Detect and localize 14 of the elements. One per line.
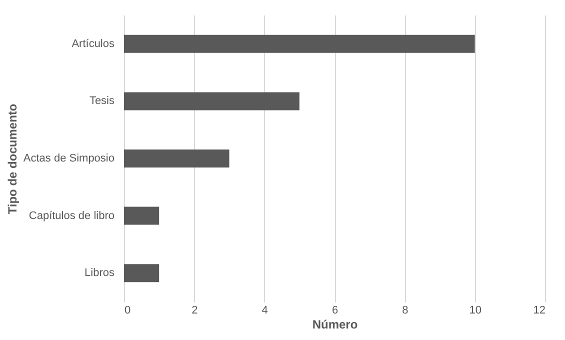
y-tick-label: Libros — [84, 267, 115, 280]
x-tick-label: 2 — [192, 304, 198, 316]
y-tick-label: Artículos — [72, 38, 115, 50]
x-tick-label: 6 — [332, 304, 338, 316]
y-tick-label: Tesis — [89, 95, 115, 108]
x-tick-label: 0 — [124, 304, 131, 316]
x-axis-title: Número — [312, 318, 358, 332]
y-tick-label: Actas de Simposio — [23, 152, 114, 164]
x-tick-label: 4 — [262, 304, 268, 316]
x-tick-label: 10 — [469, 304, 482, 316]
x-tick-label: 8 — [402, 304, 408, 316]
x-tick-label: 12 — [533, 304, 546, 316]
y-axis-title: Tipo de documento — [5, 104, 20, 214]
y-tick-label: Capítulos de libro — [28, 210, 114, 222]
